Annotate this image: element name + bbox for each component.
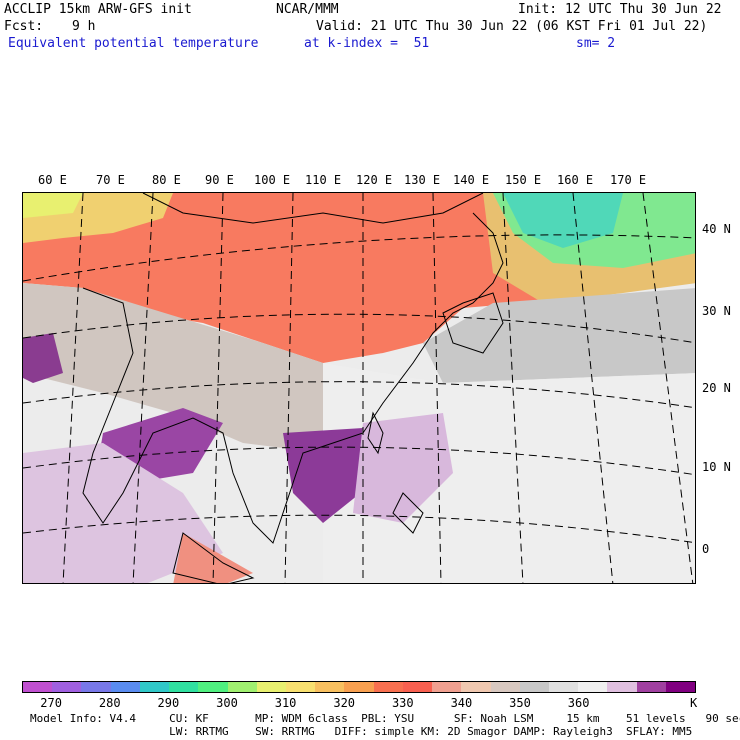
model-info-line1: Model Info: V4.4 CU: KF MP: WDM 6class P… bbox=[30, 712, 740, 725]
latitude-label: 10 N bbox=[702, 460, 731, 474]
map-canvas bbox=[23, 193, 695, 583]
model-title: ACCLIP 15km ARW-GFS init bbox=[4, 2, 192, 17]
valid-time: Valid: 21 UTC Thu 30 Jun 22 (06 KST Fri … bbox=[316, 19, 708, 34]
longitude-label: 150 E bbox=[505, 173, 542, 187]
colorbar-cell bbox=[52, 682, 82, 692]
colorbar-tick-label: 320 bbox=[333, 696, 356, 710]
colorbar-tick-label: 300 bbox=[216, 696, 238, 710]
colorbar-cell bbox=[636, 682, 666, 692]
colorbar-cell bbox=[344, 682, 374, 692]
latitude-label: 40 N bbox=[702, 222, 731, 236]
colorbar-tick-label: 330 bbox=[391, 696, 414, 710]
colorbar-cell bbox=[285, 682, 316, 692]
colorbar bbox=[22, 681, 696, 693]
colorbar-tick-label: 290 bbox=[157, 696, 180, 710]
colorbar-cell bbox=[432, 682, 462, 692]
model-info-line2: LW: RRTMG SW: RRTMG DIFF: simple KM: 2D … bbox=[30, 725, 693, 738]
longitude-label: 160 E bbox=[557, 173, 594, 187]
colorbar-cell bbox=[110, 682, 140, 692]
colorbar-cell bbox=[519, 682, 549, 692]
colorbar-cell bbox=[578, 682, 608, 692]
colorbar-cell bbox=[373, 682, 403, 692]
colorbar-tick-label: 360 bbox=[567, 696, 590, 710]
latitude-label: 0 bbox=[702, 542, 710, 556]
colorbar-tick-label: 350 bbox=[509, 696, 531, 710]
longitude-label: 110 E bbox=[305, 173, 342, 187]
smoothing-label: sm= 2 bbox=[576, 36, 616, 51]
colorbar-tick-label: 280 bbox=[98, 696, 121, 710]
longitude-label: 90 E bbox=[205, 173, 234, 187]
colorbar-cell bbox=[461, 682, 491, 692]
longitude-label: 70 E bbox=[96, 173, 125, 187]
longitude-label: 100 E bbox=[254, 173, 291, 187]
colorbar-cell bbox=[256, 682, 286, 692]
colorbar-cell bbox=[169, 682, 199, 692]
forecast-hour: 9 h bbox=[72, 19, 96, 34]
longitude-label: 130 E bbox=[404, 173, 441, 187]
longitude-label: 80 E bbox=[152, 173, 181, 187]
colorbar-cell bbox=[227, 682, 257, 692]
colorbar-cell bbox=[23, 682, 53, 692]
colorbar-tick-label: 310 bbox=[274, 696, 297, 710]
forecast-label: Fcst: bbox=[4, 19, 44, 34]
latitude-label: 20 N bbox=[702, 381, 731, 395]
colorbar-cell bbox=[81, 682, 111, 692]
colorbar-cell bbox=[548, 682, 579, 692]
field-name: Equivalent potential temperature bbox=[8, 36, 259, 51]
init-time: Init: 12 UTC Thu 30 Jun 22 bbox=[518, 2, 722, 17]
map-panel bbox=[22, 192, 696, 584]
colorbar-tick-label: 270 bbox=[40, 696, 62, 710]
level-label: at k-index = 51 bbox=[304, 36, 430, 51]
center-label: NCAR/MMM bbox=[276, 2, 339, 17]
colorbar-cell bbox=[315, 682, 345, 692]
colorbar-cell bbox=[198, 682, 228, 692]
colorbar-cell bbox=[490, 682, 520, 692]
longitude-label: 120 E bbox=[356, 173, 393, 187]
latitude-label: 30 N bbox=[702, 304, 731, 318]
colorbar-unit: K bbox=[690, 696, 698, 710]
colorbar-cell bbox=[607, 682, 637, 692]
colorbar-cell bbox=[139, 682, 170, 692]
colorbar-tick-label: 340 bbox=[450, 696, 473, 710]
colorbar-cell bbox=[665, 682, 696, 692]
longitude-label: 140 E bbox=[453, 173, 490, 187]
longitude-label: 60 E bbox=[38, 173, 67, 187]
longitude-label: 170 E bbox=[610, 173, 647, 187]
colorbar-cell bbox=[402, 682, 433, 692]
